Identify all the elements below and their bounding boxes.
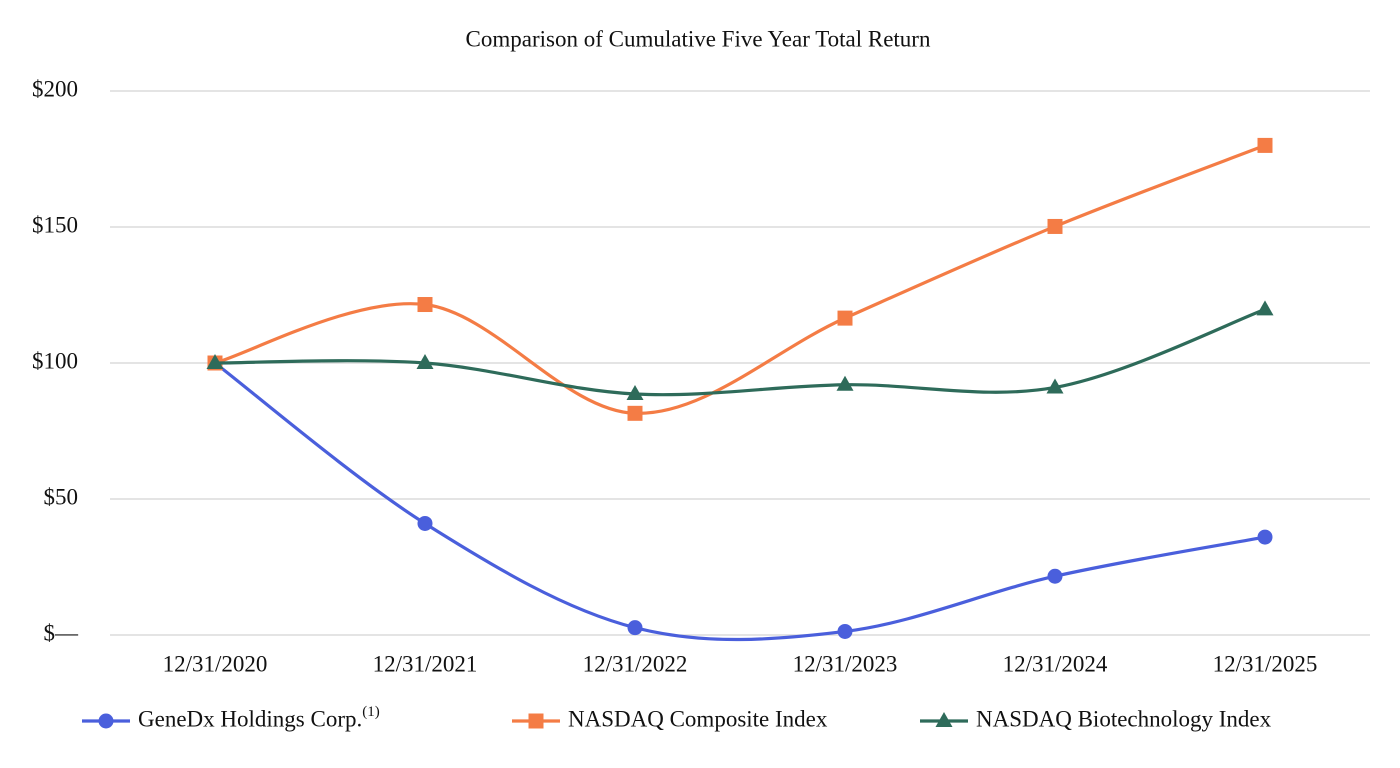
point (98, 713, 114, 729)
x-tick-label: 12/31/2020 (163, 651, 268, 676)
point (1047, 568, 1063, 584)
series (206, 300, 1274, 401)
line (214, 143, 1266, 415)
point (935, 712, 953, 727)
point (417, 515, 433, 531)
y-tick-label: $200 (32, 76, 78, 101)
y-tick-label: $150 (32, 212, 78, 237)
point (528, 713, 544, 729)
chart-title: Comparison of Cumulative Five Year Total… (466, 26, 931, 51)
line (214, 307, 1266, 397)
legend-label: NASDAQ Composite Index (568, 706, 828, 731)
point (206, 354, 224, 369)
point (1257, 137, 1273, 153)
point (836, 375, 854, 391)
line (214, 361, 1266, 642)
legend-label: GeneDx Holdings Corp.(1) (138, 704, 380, 731)
point (417, 297, 433, 313)
point (627, 620, 643, 636)
point (416, 354, 434, 369)
y-tick-label: $— (44, 620, 80, 645)
legend-item: NASDAQ Composite Index (512, 706, 828, 731)
point (837, 310, 853, 326)
x-tick-label: 12/31/2022 (583, 651, 688, 676)
legend-label: NASDAQ Biotechnology Index (976, 706, 1272, 731)
point (1047, 218, 1063, 234)
x-tick-label: 12/31/2024 (1003, 651, 1108, 676)
point (627, 405, 643, 421)
x-tick-label: 12/31/2023 (793, 651, 898, 676)
point (837, 623, 853, 639)
y-tick-label: $50 (44, 484, 79, 509)
point (1046, 378, 1064, 394)
point (626, 385, 644, 401)
legend-item: GeneDx Holdings Corp.(1) (82, 704, 380, 731)
y-tick-label: $100 (32, 348, 78, 373)
series (207, 355, 1273, 642)
legend-item: NASDAQ Biotechnology Index (920, 706, 1272, 731)
point (1257, 529, 1273, 545)
x-tick-label: 12/31/2021 (373, 651, 478, 676)
legend-superscript: (1) (362, 704, 380, 720)
x-tick-label: 12/31/2025 (1213, 651, 1318, 676)
point (1256, 300, 1274, 316)
series (207, 137, 1273, 421)
